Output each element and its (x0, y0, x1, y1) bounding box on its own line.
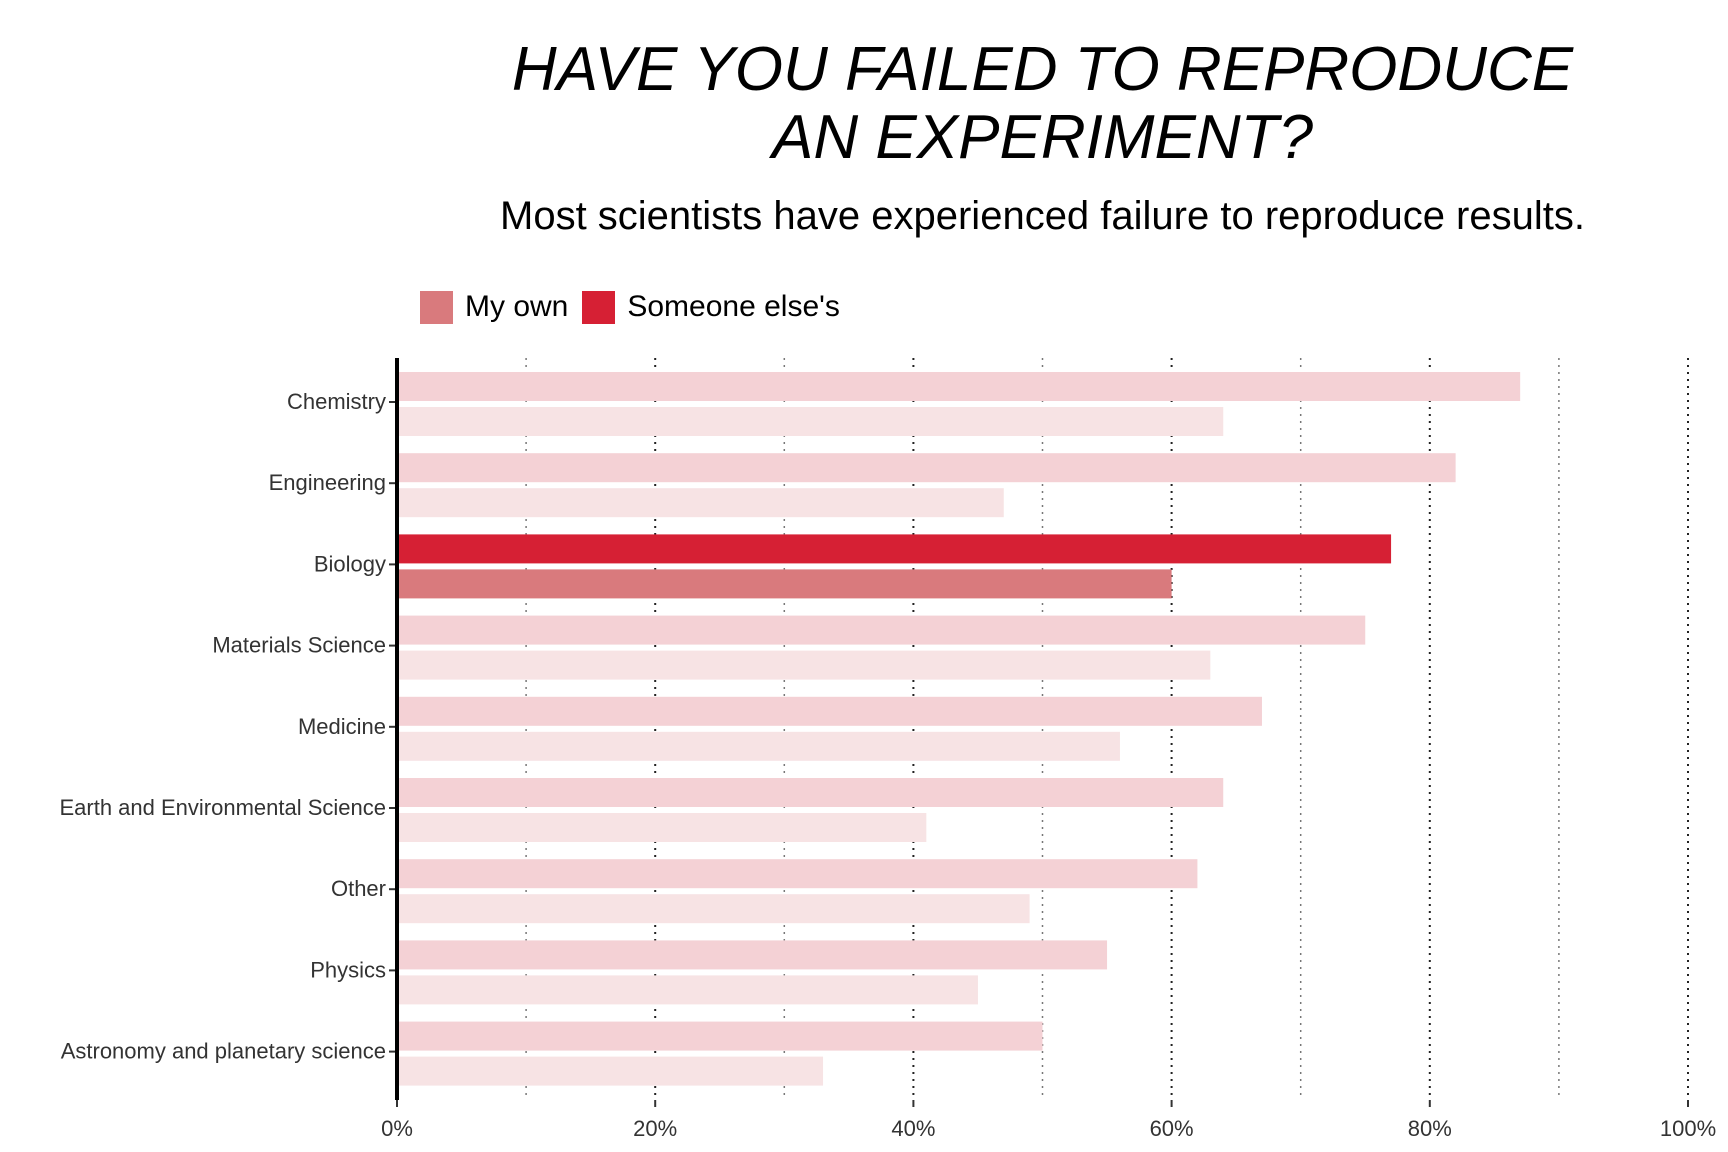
category-label-physics: Physics (310, 957, 386, 982)
category-label-earth-and-environmental-science: Earth and Environmental Science (59, 795, 386, 820)
bar-someone-elses-physics (397, 940, 1108, 970)
bar-someone-elses-chemistry (397, 372, 1521, 401)
category-label-medicine: Medicine (298, 714, 386, 739)
x-tick-label: 100% (1660, 1116, 1716, 1141)
category-label-biology: Biology (314, 551, 386, 576)
bar-someone-elses-materials-science (397, 615, 1366, 645)
bar-someone-elses-biology (397, 534, 1392, 564)
category-label-materials-science: Materials Science (212, 633, 386, 658)
x-tick-label: 0% (381, 1116, 413, 1141)
bar-my-own-chemistry (397, 407, 1224, 436)
legend-label-someone-elses: Someone else's (627, 290, 840, 323)
category-label-chemistry: Chemistry (287, 389, 386, 414)
bar-my-own-medicine (397, 731, 1120, 761)
legend-item-someone-elses: Someone else's (582, 290, 840, 324)
x-tick-label: 40% (891, 1116, 935, 1141)
bar-my-own-earth-and-environmental-science (397, 813, 927, 842)
chart-subtitle: Most scientists have experienced failure… (500, 194, 1585, 238)
chart-title-line1: HAVE YOU FAILED TO REPRODUCE (511, 35, 1574, 104)
category-label-other: Other (331, 876, 386, 901)
chart-title-line2: AN EXPERIMENT? (772, 103, 1313, 172)
bar-someone-elses-astronomy-and-planetary-science (397, 1021, 1043, 1051)
legend: My own Someone else's (420, 290, 854, 324)
legend-swatch-someone-elses (582, 290, 616, 324)
bar-someone-elses-earth-and-environmental-science (397, 778, 1224, 807)
bar-my-own-materials-science (397, 650, 1211, 680)
category-label-engineering: Engineering (269, 470, 386, 495)
bar-my-own-engineering (397, 488, 1004, 518)
legend-label-my-own: My own (465, 290, 569, 323)
bar-my-own-biology (397, 569, 1172, 599)
x-tick-label: 80% (1408, 1116, 1452, 1141)
x-tick-label: 20% (633, 1116, 677, 1141)
legend-swatch-my-own (420, 290, 453, 324)
chart-title: HAVE YOU FAILED TO REPRODUCE AN EXPERIME… (430, 36, 1655, 172)
x-tick-label: 60% (1150, 1116, 1194, 1141)
bar-my-own-physics (397, 975, 978, 1005)
bar-someone-elses-engineering (397, 453, 1456, 483)
legend-item-my-own: My own (420, 290, 568, 324)
bar-my-own-astronomy-and-planetary-science (397, 1056, 824, 1086)
bar-my-own-other (397, 894, 1030, 924)
bar-someone-elses-medicine (397, 696, 1262, 726)
category-label-astronomy-and-planetary-science: Astronomy and planetary science (61, 1039, 386, 1064)
bar-someone-elses-other (397, 859, 1198, 889)
